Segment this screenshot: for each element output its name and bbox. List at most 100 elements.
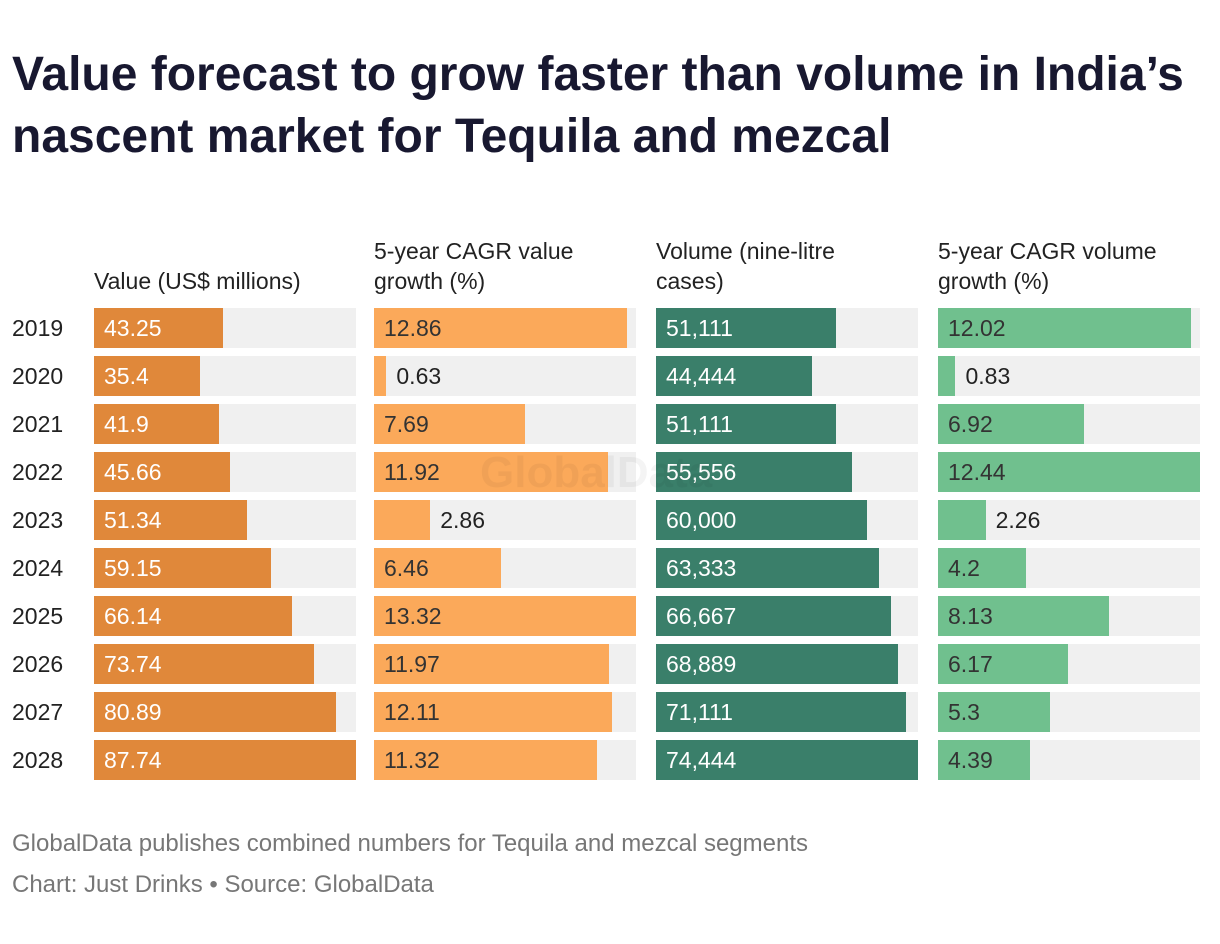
row-label: 2024	[12, 555, 64, 581]
value-label: 51,111	[666, 411, 733, 437]
bar	[94, 308, 224, 348]
bar	[94, 548, 271, 588]
bar	[656, 308, 836, 348]
row-label: 2019	[12, 315, 64, 341]
bar	[938, 596, 1110, 636]
bar	[656, 692, 907, 732]
value-label: 43.25	[104, 315, 162, 341]
value-label: 11.32	[384, 747, 440, 773]
value-label: 6.46	[384, 555, 429, 581]
value-label: 12.44	[948, 459, 1006, 485]
bar	[94, 404, 220, 444]
row-label: 2028	[12, 747, 64, 773]
value-label: 51,111	[666, 315, 733, 341]
bar	[374, 740, 597, 780]
row-label: 2027	[12, 699, 64, 725]
value-label: 2.86	[440, 507, 486, 533]
row-label: 2020	[12, 363, 64, 389]
bar	[374, 644, 610, 684]
value-label: 68,889	[666, 651, 737, 677]
value-label: 63,333	[666, 555, 737, 581]
value-label: 87.74	[104, 747, 162, 773]
bar	[374, 356, 387, 396]
value-label: 6.92	[948, 411, 993, 437]
value-label: 0.63	[396, 363, 442, 389]
bar	[656, 548, 879, 588]
row-label: 2023	[12, 507, 64, 533]
bar	[938, 356, 956, 396]
bar	[374, 548, 502, 588]
value-label: 41.9	[104, 411, 149, 437]
bar	[374, 692, 613, 732]
row-label: 2025	[12, 603, 64, 629]
value-label: 66,667	[666, 603, 737, 629]
bar	[938, 500, 986, 540]
value-label: 74,444	[666, 747, 737, 773]
bar	[94, 356, 200, 396]
row-label: 2026	[12, 651, 64, 677]
value-label: 0.83	[965, 363, 1011, 389]
value-label: 51.34	[104, 507, 162, 533]
value-label: 59.15	[104, 555, 162, 581]
value-label: 12.11	[384, 699, 440, 725]
note: GlobalData publishes combined numbers fo…	[12, 830, 808, 857]
bar	[656, 740, 918, 780]
bar	[938, 692, 1050, 732]
note: Chart: Just Drinks • Source: GlobalData	[12, 871, 434, 898]
value-label: 55,556	[666, 459, 737, 485]
bar	[656, 596, 891, 636]
value-label: 4.39	[948, 747, 993, 773]
bar	[94, 500, 248, 540]
bar-track	[938, 356, 1200, 396]
row-label: 2022	[12, 459, 64, 485]
bar-track	[374, 356, 636, 396]
value-label: 4.2	[948, 555, 980, 581]
value-label: 45.66	[104, 459, 162, 485]
value-label: 66.14	[104, 603, 162, 629]
value-label: 5.3	[948, 699, 980, 725]
value-label: 60,000	[666, 507, 737, 533]
value-label: 11.97	[384, 651, 440, 677]
bar	[938, 644, 1068, 684]
value-label: 8.13	[948, 603, 993, 629]
bar	[94, 596, 292, 636]
bar	[374, 596, 636, 636]
bar	[938, 452, 1200, 492]
watermark: GlobalData	[480, 448, 712, 498]
row-label: 2021	[12, 411, 64, 437]
bar	[938, 740, 1031, 780]
bar	[656, 644, 899, 684]
value-label: 73.74	[104, 651, 162, 677]
bar	[656, 500, 868, 540]
value-label: 35.4	[104, 363, 149, 389]
value-label: 71,111	[666, 699, 733, 725]
bar	[938, 404, 1084, 444]
bar	[656, 452, 852, 492]
value-label: 11.92	[384, 459, 440, 485]
value-label: 2.26	[995, 507, 1041, 533]
chart-title: Value forecast to grow faster than volum…	[12, 48, 1184, 163]
value-label: 44,444	[666, 363, 737, 389]
bar	[656, 356, 813, 396]
bar	[938, 548, 1027, 588]
column-header: Volume (nine-litre cases)	[656, 238, 835, 294]
value-label: 13.32	[384, 603, 442, 629]
column-header: 5-year CAGR value growth (%)	[374, 238, 574, 294]
bar	[374, 308, 627, 348]
value-label: 12.86	[384, 315, 442, 341]
bar	[938, 308, 1192, 348]
value-label: 6.17	[948, 651, 993, 677]
bar	[94, 740, 356, 780]
bar	[94, 644, 315, 684]
bar	[94, 692, 336, 732]
column-header: 5-year CAGR volume growth (%)	[938, 238, 1157, 294]
bar	[656, 404, 836, 444]
bar	[94, 452, 231, 492]
bar	[374, 452, 609, 492]
value-label: 80.89	[104, 699, 162, 725]
value-label: 12.02	[948, 315, 1006, 341]
bar	[374, 404, 526, 444]
bar	[374, 500, 431, 540]
value-label: 7.69	[384, 411, 429, 437]
